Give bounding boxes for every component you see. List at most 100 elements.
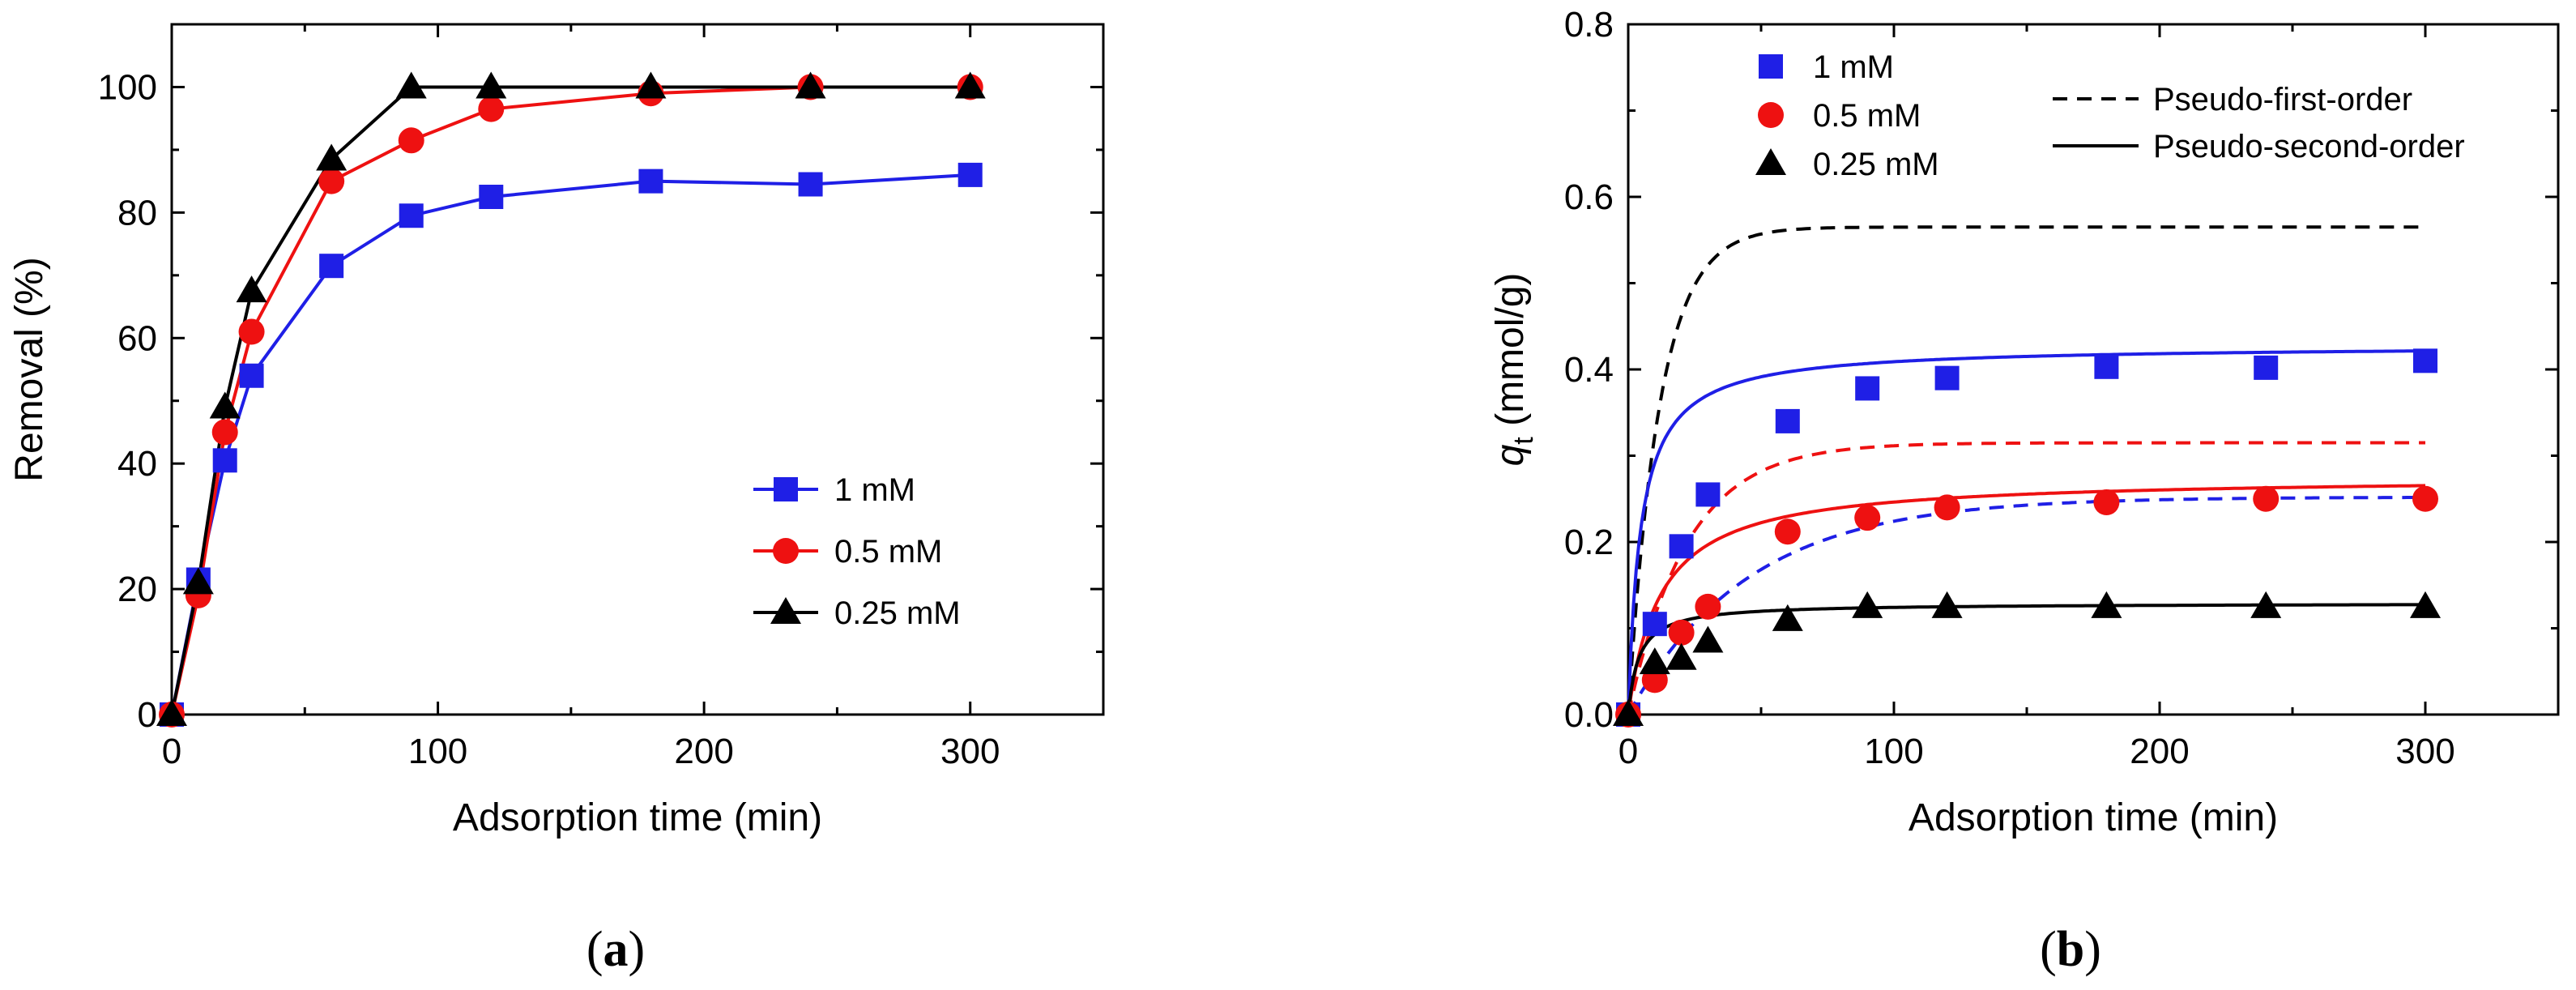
data-point xyxy=(1772,604,1803,631)
y-tick-label: 0.4 xyxy=(1564,350,1614,390)
data-point xyxy=(395,71,427,99)
legend-marker xyxy=(1755,148,1786,175)
data-point xyxy=(238,318,265,345)
data-point xyxy=(2413,348,2437,373)
data-point xyxy=(2410,591,2441,618)
x-tick-label: 100 xyxy=(408,732,467,771)
panel-b-y-axis-title: qt (mmol/g) xyxy=(1489,273,1539,467)
legend-label: 1 mM xyxy=(834,472,915,508)
data-point xyxy=(957,162,983,187)
legend-label: 0.5 mM xyxy=(834,534,942,570)
y-tick-label: 0.8 xyxy=(1564,5,1614,45)
legend-fit-label: Pseudo-first-order xyxy=(2153,82,2412,117)
data-point xyxy=(212,448,237,473)
data-point xyxy=(478,96,505,122)
data-point xyxy=(1642,612,1667,637)
data-point xyxy=(1665,642,1697,670)
data-point xyxy=(2253,485,2280,512)
legend-label: 1 mM xyxy=(1813,49,1894,85)
data-point xyxy=(1695,482,1721,507)
x-tick-label: 100 xyxy=(1864,732,1923,771)
y-tick-label: 40 xyxy=(117,444,157,484)
y-tick-label: 0 xyxy=(138,695,157,735)
data-point xyxy=(2093,489,2120,516)
panel-b-label: (b) xyxy=(2040,922,2101,977)
data-point xyxy=(2250,591,2282,618)
data-point xyxy=(2412,485,2438,512)
panel-a-y-axis-title: Removal (%) xyxy=(8,257,51,481)
x-tick-label: 300 xyxy=(2395,732,2454,771)
data-point xyxy=(476,71,507,99)
data-point xyxy=(1934,494,1960,521)
data-point xyxy=(1934,365,1960,390)
data-point xyxy=(2254,355,2279,380)
data-point xyxy=(1931,591,1963,618)
legend-fit-label: Pseudo-second-order xyxy=(2153,129,2465,164)
series-line xyxy=(170,85,970,715)
data-point xyxy=(182,567,214,595)
y-tick-label: 0.0 xyxy=(1564,695,1614,735)
data-point xyxy=(211,419,238,446)
legend-label: 0.5 mM xyxy=(1813,98,1921,134)
series-line xyxy=(170,85,970,715)
data-point xyxy=(479,185,504,209)
data-point xyxy=(798,172,823,197)
legend-marker xyxy=(1759,54,1783,79)
data-point xyxy=(316,143,348,171)
data-point xyxy=(1669,534,1694,559)
legend-marker xyxy=(1758,102,1784,128)
panel-a-label: (a) xyxy=(586,922,645,977)
legend-marker xyxy=(770,597,801,624)
data-point xyxy=(1639,647,1670,675)
panel-a-plot-frame xyxy=(170,23,1105,716)
legend-label: 0.25 mM xyxy=(1813,147,1939,182)
legend-marker xyxy=(773,538,799,564)
panel-b-x-axis-title: Adsorption time (min) xyxy=(1909,796,2278,839)
data-point xyxy=(638,169,663,194)
legend-label: 0.25 mM xyxy=(834,595,961,631)
x-tick-label: 0 xyxy=(162,732,181,771)
data-point xyxy=(239,363,264,388)
data-point xyxy=(1854,505,1881,531)
y-tick-label: 100 xyxy=(98,67,157,107)
data-point xyxy=(318,168,345,194)
y-tick-label: 80 xyxy=(117,193,157,233)
pseudo-first-order-fit-line xyxy=(1627,225,2425,715)
data-point xyxy=(236,275,267,303)
data-point xyxy=(1613,699,1644,726)
y-tick-label: 0.6 xyxy=(1564,177,1614,217)
legend-marker xyxy=(774,477,798,501)
data-point xyxy=(1852,591,1883,618)
data-point xyxy=(635,71,667,99)
data-point xyxy=(398,127,424,154)
panel-b-chart: 0 100 200 300 0.0 0.2 0.4 0.6 0.8 1 mM 0.5 mM 0.25… xyxy=(1489,5,2560,977)
data-point xyxy=(1775,408,1800,433)
data-point xyxy=(1692,625,1724,653)
x-tick-label: 200 xyxy=(2130,732,2189,771)
data-point xyxy=(1695,593,1721,620)
pseudo-second-order-fit-line xyxy=(1627,484,2426,715)
data-point xyxy=(1668,619,1695,646)
data-point xyxy=(209,391,241,419)
pseudo-second-order-fit-line xyxy=(1627,349,2425,715)
panel-a-chart: 0 100 200 300 0 20 40 60 80 100 1 mM 0.5 mM 0.25 mM… xyxy=(8,23,1105,977)
panel-a-x-axis-title: Adsorption time (min) xyxy=(453,796,822,839)
pseudo-first-order-fit-line xyxy=(1627,496,2425,715)
data-point xyxy=(1855,376,1880,401)
data-point xyxy=(1774,518,1801,545)
data-point xyxy=(319,254,344,279)
y-tick-label: 0.2 xyxy=(1564,523,1614,562)
y-tick-label: 20 xyxy=(117,570,157,609)
data-point xyxy=(2091,591,2122,618)
x-tick-label: 200 xyxy=(674,732,733,771)
x-tick-label: 0 xyxy=(1619,732,1638,771)
data-point xyxy=(954,71,986,99)
data-point xyxy=(2094,354,2119,379)
y-tick-label: 60 xyxy=(117,318,157,358)
pseudo-second-order-fit-line xyxy=(1627,603,2425,715)
data-point xyxy=(795,71,826,99)
x-tick-label: 300 xyxy=(940,732,1000,771)
data-point xyxy=(399,203,424,228)
data-point xyxy=(156,699,187,726)
